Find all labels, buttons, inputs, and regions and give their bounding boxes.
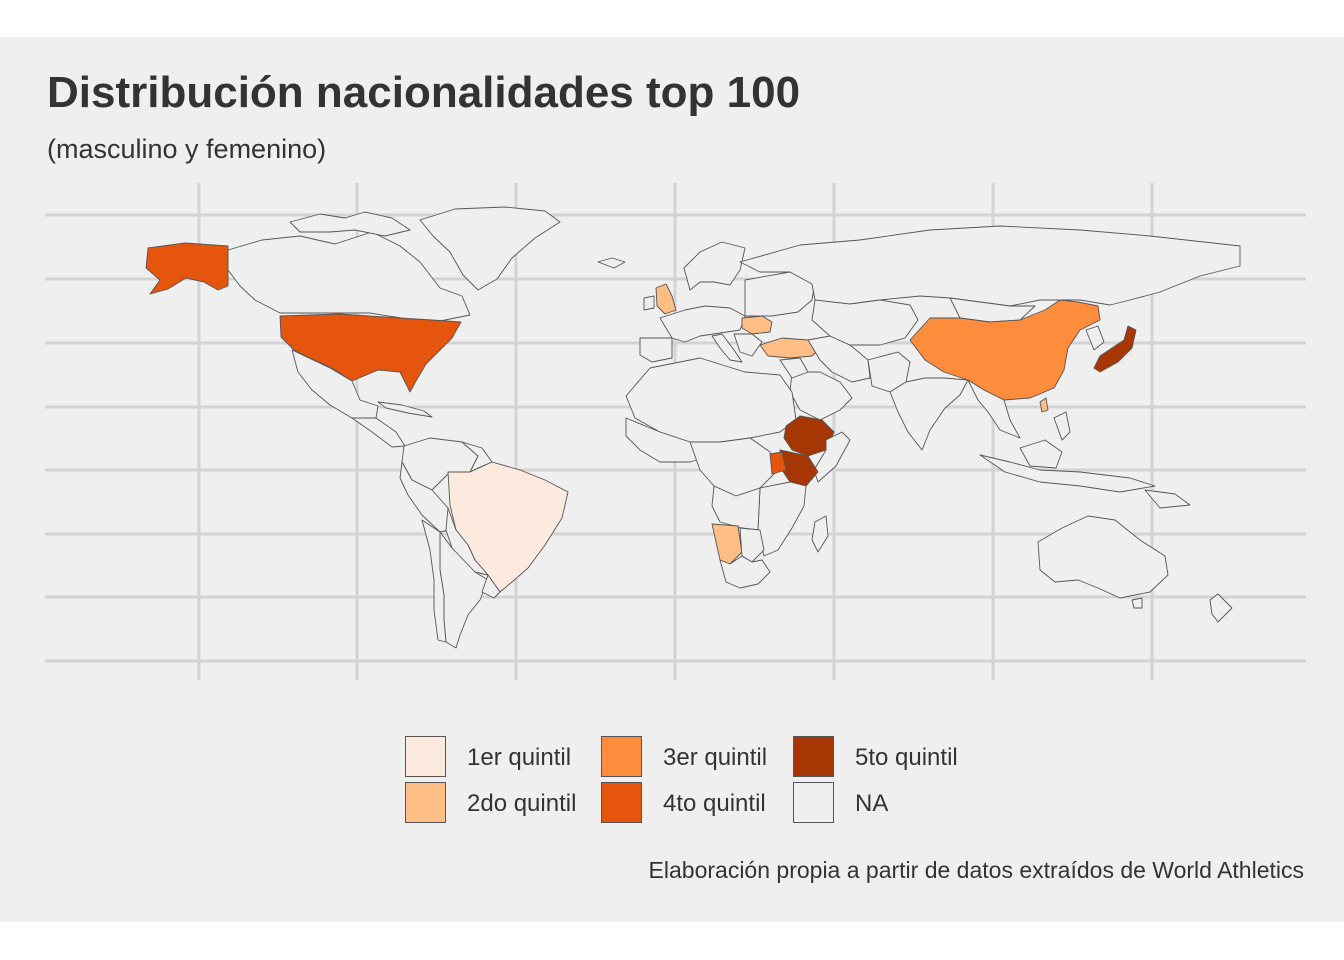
country-levant: [779, 357, 809, 379]
country-borneo-sulawesi: [1019, 439, 1063, 469]
country-greenland: [419, 206, 561, 291]
country-shapes: [145, 206, 1241, 649]
country-new-guinea: [1144, 489, 1191, 509]
country-botswana-zimbabwe: [739, 527, 765, 563]
country-north-africa: [625, 357, 797, 443]
country-iceland: [597, 257, 626, 269]
country-somalia: [813, 431, 851, 483]
country-japan: [1093, 325, 1137, 373]
country-south-africa: [719, 555, 771, 589]
country-philippines: [1053, 411, 1071, 441]
country-india: [889, 377, 969, 451]
country-new-zealand: [1209, 593, 1233, 623]
country-chile: [421, 519, 447, 643]
country-korea: [1085, 325, 1105, 351]
country-peru-ecuador: [399, 461, 451, 533]
country-australia: [1037, 515, 1169, 599]
country-canada: [227, 231, 471, 326]
country-uruguay: [481, 574, 501, 599]
country-balkans-greece: [733, 333, 763, 357]
country-romania: [741, 315, 773, 335]
country-united-kingdom: [655, 283, 677, 315]
country-west-africa: [625, 417, 711, 463]
country-uganda: [769, 451, 787, 475]
country-central-africa: [689, 437, 777, 497]
country-iberia: [639, 337, 673, 363]
country-bolivia-paraguay: [445, 507, 489, 576]
country-cuba-caribbean: [377, 401, 433, 418]
country-namibia: [711, 523, 743, 565]
country-indonesia: [979, 454, 1156, 493]
country-united-states: [279, 313, 462, 393]
country-central-america: [351, 417, 406, 448]
country-scandinavia: [683, 241, 746, 291]
country-arabian-peninsula: [789, 371, 853, 421]
country-southeast-asia: [967, 379, 1021, 439]
country-russia: [739, 225, 1241, 313]
country-tanzania-mozambique: [757, 481, 807, 557]
chart-subtitle: (masculino y femenino): [47, 134, 327, 164]
country-alaska: [145, 242, 229, 295]
country-italy: [711, 333, 743, 363]
country-taiwan: [1039, 397, 1049, 413]
country-ireland: [643, 295, 655, 311]
chart-title: Distribución nacionalidades top 100: [47, 68, 801, 117]
country-madagascar: [811, 515, 829, 553]
country-canada-arctic-islands: [289, 211, 411, 237]
country-western-europe: [659, 305, 746, 343]
country-tasmania: [1131, 597, 1143, 609]
country-kazakhstan-central-asia: [811, 299, 919, 346]
chart-caption: Elaboración propia a partir de datos ext…: [648, 857, 1304, 883]
